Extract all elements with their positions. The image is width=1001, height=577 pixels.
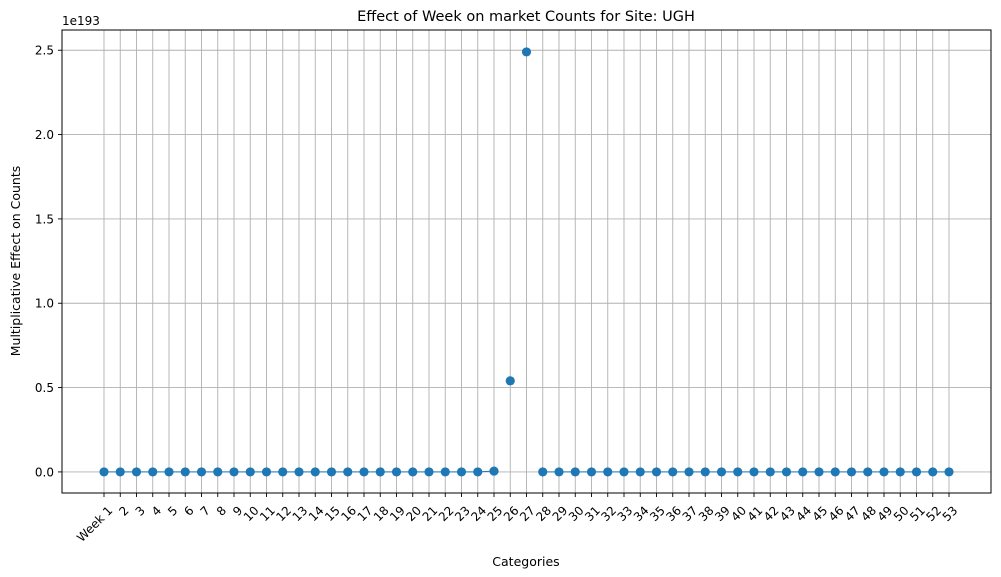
data-point bbox=[879, 467, 889, 477]
y-tick-label: 2.5 bbox=[35, 44, 54, 58]
data-point bbox=[391, 467, 402, 477]
data-point bbox=[213, 467, 223, 477]
data-point bbox=[196, 467, 207, 477]
data-point bbox=[326, 467, 337, 477]
data-point bbox=[261, 467, 272, 477]
x-tick-label: 4 bbox=[149, 503, 164, 518]
data-point bbox=[440, 467, 450, 477]
data-point bbox=[635, 467, 645, 477]
data-point bbox=[424, 467, 434, 477]
y-tick-label: 2.0 bbox=[35, 128, 54, 142]
data-point bbox=[473, 467, 483, 477]
data-point bbox=[928, 467, 938, 477]
x-tick-label: 8 bbox=[214, 503, 229, 518]
x-tick-label: 7 bbox=[198, 503, 213, 518]
data-point bbox=[538, 467, 548, 477]
data-point bbox=[505, 376, 515, 386]
data-point bbox=[716, 467, 727, 477]
data-point bbox=[294, 467, 304, 477]
data-point bbox=[668, 467, 678, 477]
data-point bbox=[944, 467, 954, 477]
y-offset-label: 1e193 bbox=[62, 14, 100, 28]
x-tick-label: 6 bbox=[181, 503, 196, 518]
data-point bbox=[911, 467, 922, 477]
y-tick-label: 0.5 bbox=[35, 381, 54, 395]
y-tick-label: 1.5 bbox=[35, 212, 54, 226]
data-points bbox=[99, 47, 954, 477]
data-point bbox=[895, 467, 905, 477]
data-point bbox=[863, 467, 873, 477]
data-point bbox=[586, 467, 597, 477]
y-axis-ticks: 0.0 0.5 1.0 1.5 2.0 2.5 bbox=[35, 44, 62, 479]
data-point bbox=[148, 467, 158, 477]
x-axis-label: Categories bbox=[492, 554, 559, 569]
y-axis-label: Multiplicative Effect on Counts bbox=[8, 166, 23, 357]
data-point bbox=[554, 467, 564, 477]
data-point bbox=[489, 466, 499, 476]
data-point bbox=[521, 47, 532, 57]
data-point bbox=[408, 467, 418, 477]
x-tick-label: 3 bbox=[133, 503, 148, 518]
x-tick-label: 5 bbox=[165, 503, 180, 518]
data-point bbox=[603, 467, 613, 477]
data-point bbox=[700, 467, 710, 477]
data-point bbox=[343, 467, 353, 477]
data-point bbox=[781, 467, 792, 477]
chart-title: Effect of Week on market Counts for Site… bbox=[357, 9, 695, 25]
y-tick-label: 0.0 bbox=[35, 465, 54, 479]
data-point bbox=[749, 467, 759, 477]
data-point bbox=[830, 467, 840, 477]
data-point bbox=[651, 467, 662, 477]
data-point bbox=[619, 467, 629, 477]
data-point bbox=[229, 467, 239, 477]
data-point bbox=[278, 467, 288, 477]
data-point bbox=[245, 467, 255, 477]
data-point bbox=[846, 467, 857, 477]
data-point bbox=[733, 467, 743, 477]
data-point bbox=[684, 467, 694, 477]
data-point bbox=[814, 467, 824, 477]
data-point bbox=[310, 467, 320, 477]
data-point bbox=[798, 467, 808, 477]
data-point bbox=[180, 467, 190, 477]
y-tick-label: 1.0 bbox=[35, 297, 54, 311]
grid-lines bbox=[62, 30, 991, 493]
data-point bbox=[359, 467, 369, 477]
data-point bbox=[765, 467, 775, 477]
data-point bbox=[99, 467, 109, 477]
data-point bbox=[456, 467, 467, 477]
x-axis-ticks: Week 1 2 3 4 5 6 7 8 910111213141516171819202122… bbox=[74, 493, 960, 545]
data-point bbox=[131, 467, 142, 477]
data-point bbox=[375, 467, 385, 477]
data-point bbox=[570, 467, 580, 477]
x-tick-label: 2 bbox=[116, 503, 131, 518]
data-point bbox=[164, 467, 174, 477]
data-point bbox=[115, 467, 125, 477]
x-tick-label: Week 1 bbox=[74, 503, 115, 544]
x-tick-label: 53 bbox=[940, 503, 961, 524]
